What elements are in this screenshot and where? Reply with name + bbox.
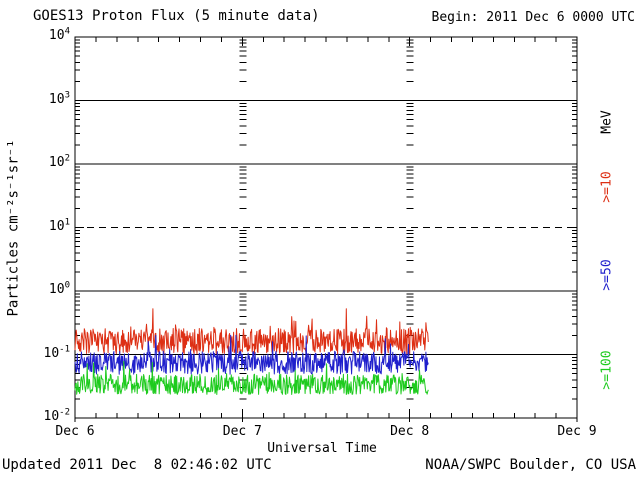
y-axis-label: Particles cm⁻²s⁻¹sr⁻¹ (5, 139, 22, 317)
y-tick-label: 10-2 (43, 407, 71, 424)
x-tick-label: Dec 7 (222, 424, 262, 439)
legend-item-10: >=10 (599, 171, 615, 203)
y-tick-label: 100 (48, 280, 70, 297)
series--100-mev (74, 360, 429, 395)
y-tick-label: 102 (48, 153, 70, 170)
series--10-mev (74, 308, 429, 355)
y-tick-label: 104 (48, 26, 70, 43)
begin-timestamp: Begin: 2011 Dec 6 0000 UTC (431, 10, 636, 25)
x-tick-label: Dec 8 (390, 424, 430, 439)
chart-title: GOES13 Proton Flux (5 minute data) (33, 8, 320, 24)
y-tick-label: 103 (48, 90, 70, 107)
series--50-mev (74, 334, 429, 375)
source-credit: NOAA/SWPC Boulder, CO USA (425, 457, 636, 473)
updated-timestamp: Updated 2011 Dec 8 02:46:02 UTC (2, 457, 272, 473)
x-axis-label: Universal Time (267, 441, 377, 456)
x-tick-label: Dec 9 (557, 424, 597, 439)
legend-item-100: >=100 (599, 350, 615, 390)
legend-unit-label: MeV (599, 110, 615, 134)
y-tick-label: 10-1 (43, 344, 71, 361)
y-tick-label: 101 (48, 217, 70, 234)
x-tick-label: Dec 6 (55, 424, 95, 439)
legend-item-50: >=50 (599, 259, 615, 291)
